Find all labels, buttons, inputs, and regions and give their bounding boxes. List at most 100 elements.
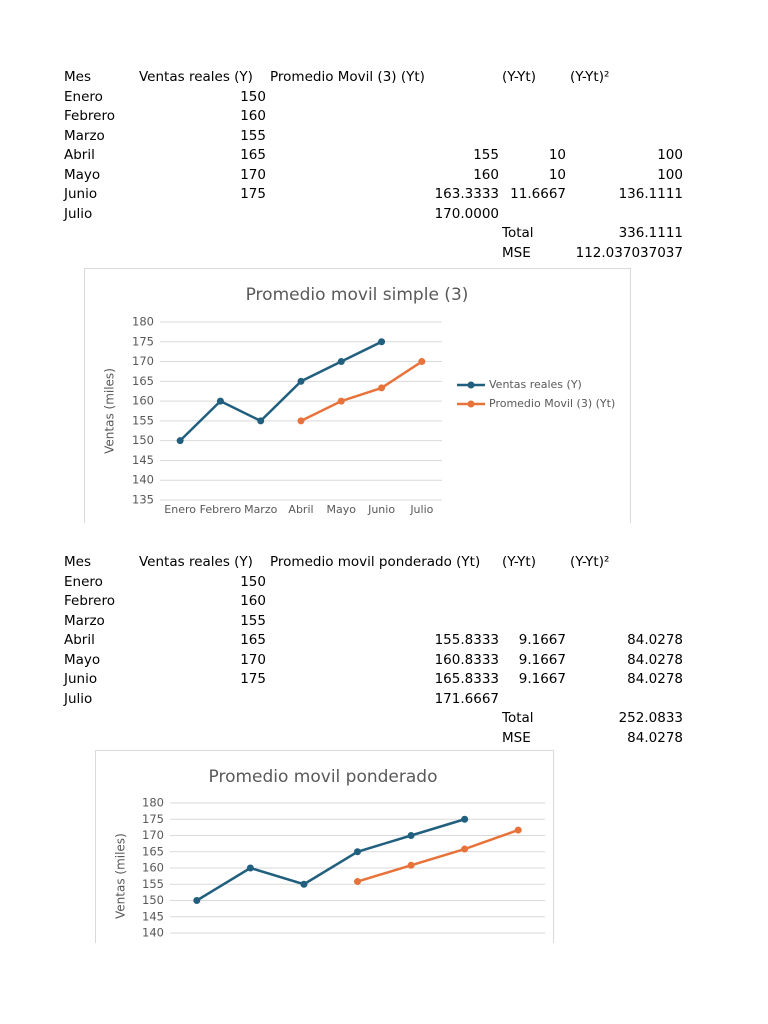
summary-value: 336.1111 bbox=[618, 225, 683, 241]
data-point bbox=[418, 358, 426, 366]
table-cell: 155 bbox=[240, 127, 266, 144]
table-cell: 170 bbox=[240, 651, 266, 668]
table-cell: 171.6667 bbox=[434, 690, 499, 707]
table-cell: 136.1111 bbox=[618, 186, 683, 202]
y-tick-label: 180 bbox=[142, 796, 164, 810]
data-point bbox=[297, 417, 305, 425]
x-tick-label: Abril bbox=[288, 503, 313, 516]
x-tick-label: Febrero bbox=[200, 503, 242, 516]
y-tick-label: 140 bbox=[142, 926, 164, 940]
column-header: (Y-Yt) bbox=[502, 69, 536, 85]
data-point bbox=[354, 878, 361, 886]
row-label: Marzo bbox=[64, 127, 105, 144]
row-label: Enero bbox=[64, 573, 103, 590]
row-label: Febrero bbox=[64, 593, 115, 609]
y-tick-label: 160 bbox=[142, 861, 164, 875]
table-cell: 160 bbox=[240, 593, 266, 609]
column-header: (Y-Yt)² bbox=[570, 554, 610, 570]
x-tick-label: Enero bbox=[164, 503, 196, 516]
data-point bbox=[337, 397, 345, 405]
table-cell: 150 bbox=[240, 88, 266, 105]
table-cell: 84.0278 bbox=[627, 651, 683, 668]
row-label: Mayo bbox=[64, 166, 101, 183]
row-label: Marzo bbox=[64, 612, 105, 629]
table-cell: 84.0278 bbox=[627, 632, 683, 648]
summary-value: 112.037037037 bbox=[575, 244, 683, 261]
table-cell: 170 bbox=[240, 166, 266, 183]
table-cell: 100 bbox=[657, 147, 683, 163]
y-tick-label: 145 bbox=[142, 909, 164, 923]
table-cell: 165 bbox=[240, 147, 266, 163]
table-cell: 10 bbox=[548, 166, 566, 183]
table-cell: 10 bbox=[548, 147, 566, 163]
table-cell: 9.1667 bbox=[518, 632, 566, 648]
x-tick-label: Marzo bbox=[244, 503, 278, 516]
summary-label: Total bbox=[502, 710, 534, 726]
data-point bbox=[461, 815, 469, 823]
row-label: Mayo bbox=[64, 651, 101, 668]
y-tick-label: 150 bbox=[132, 433, 154, 447]
summary-value: 252.0833 bbox=[618, 710, 683, 726]
legend-marker bbox=[467, 400, 475, 408]
data-point bbox=[407, 832, 415, 839]
column-header: Promedio movil ponderado (Yt) bbox=[270, 554, 481, 570]
series-line bbox=[196, 818, 466, 902]
chart-title: Promedio movil ponderado bbox=[209, 767, 438, 787]
y-tick-label: 170 bbox=[132, 354, 154, 368]
data-point bbox=[354, 848, 361, 856]
summary-label: Total bbox=[502, 225, 534, 241]
y-tick-label: 165 bbox=[132, 374, 154, 388]
data-point bbox=[193, 897, 201, 904]
series-line bbox=[300, 360, 423, 423]
legend-marker bbox=[467, 381, 475, 389]
table-cell: 165.8333 bbox=[434, 671, 499, 687]
data-point bbox=[461, 845, 469, 853]
table-cell: 160 bbox=[473, 166, 499, 183]
y-tick-label: 135 bbox=[132, 493, 154, 507]
y-tick-label: 160 bbox=[132, 394, 154, 408]
data-point bbox=[297, 377, 305, 385]
row-label: Julio bbox=[64, 690, 93, 707]
row-label: Abril bbox=[64, 632, 95, 648]
y-axis-label: Ventas (miles) bbox=[114, 833, 128, 919]
row-label: Febrero bbox=[64, 108, 115, 124]
y-tick-label: 180 bbox=[132, 315, 154, 329]
y-tick-label: 140 bbox=[132, 473, 154, 487]
data-point bbox=[300, 880, 308, 888]
legend-label: Ventas reales (Y) bbox=[489, 378, 582, 391]
summary-label: MSE bbox=[502, 729, 531, 746]
column-header: (Y-Yt)² bbox=[570, 69, 610, 85]
table-cell: 155 bbox=[240, 612, 266, 629]
data-point bbox=[378, 384, 386, 392]
column-header: Mes bbox=[64, 554, 91, 570]
y-tick-label: 155 bbox=[132, 413, 154, 427]
row-label: Junio bbox=[64, 671, 98, 687]
series-line bbox=[357, 828, 519, 883]
data-point bbox=[378, 338, 386, 346]
row-label: Abril bbox=[64, 147, 95, 163]
legend-label: Promedio Movil (3) (Yt) bbox=[489, 397, 615, 410]
y-tick-label: 170 bbox=[142, 828, 164, 842]
table-cell: 11.6667 bbox=[510, 186, 566, 202]
table-cell: 160.8333 bbox=[434, 651, 499, 668]
chart: Promedio movil ponderado Ventas (miles) 14… bbox=[95, 750, 554, 943]
chart: Promedio movil simple (3) Ventas (miles) 1… bbox=[84, 268, 631, 523]
table-cell: 160 bbox=[240, 108, 266, 124]
y-tick-label: 175 bbox=[142, 812, 164, 826]
column-header: (Y-Yt) bbox=[502, 554, 536, 570]
row-label: Julio bbox=[64, 205, 93, 222]
table-cell: 9.1667 bbox=[518, 651, 566, 668]
x-tick-label: Junio bbox=[367, 503, 395, 516]
row-label: Enero bbox=[64, 88, 103, 105]
column-header: Ventas reales (Y) bbox=[139, 554, 253, 570]
table-cell: 150 bbox=[240, 573, 266, 590]
table-cell: 175 bbox=[240, 671, 266, 687]
chart-border bbox=[95, 750, 554, 943]
table-cell: 163.3333 bbox=[434, 186, 499, 202]
summary-label: MSE bbox=[502, 244, 531, 261]
data-point bbox=[514, 826, 522, 834]
x-tick-label: Julio bbox=[409, 503, 433, 516]
y-tick-label: 165 bbox=[142, 844, 164, 858]
y-tick-label: 155 bbox=[142, 877, 164, 891]
